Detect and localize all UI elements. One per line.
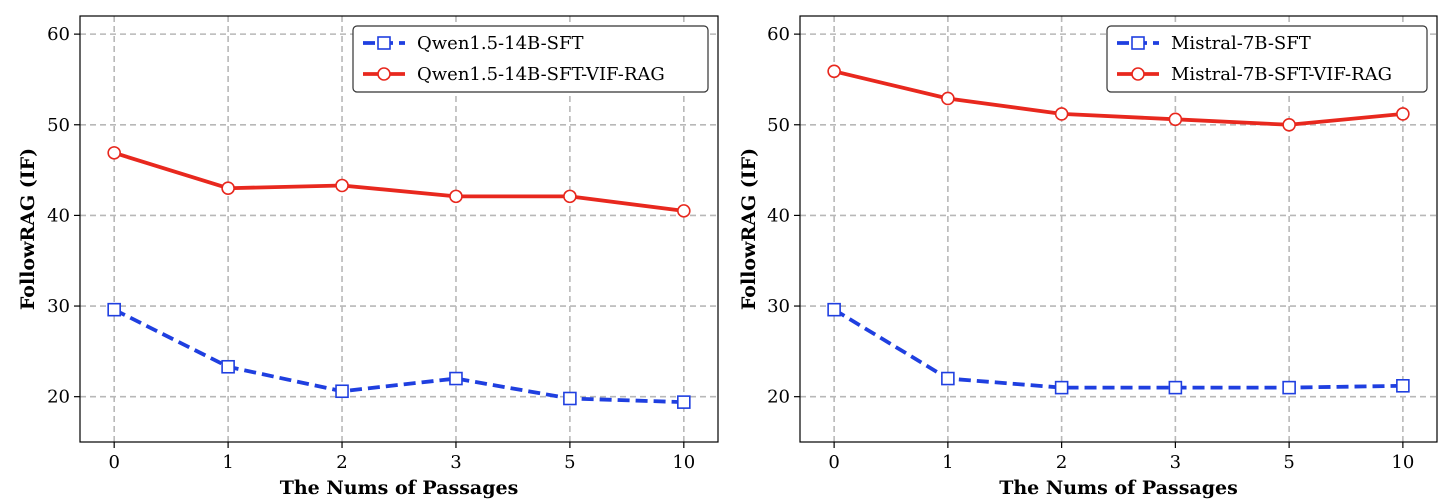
data-point-circle bbox=[221, 181, 235, 196]
legend-marker-circle bbox=[377, 67, 391, 81]
data-point-circle bbox=[563, 189, 577, 204]
data-point-square bbox=[335, 384, 349, 399]
data-point-square bbox=[107, 302, 121, 317]
data-point-square bbox=[449, 371, 463, 386]
data-point-square bbox=[1396, 379, 1410, 393]
x-axis-label: The Nums of Passages bbox=[999, 477, 1238, 499]
data-point-square bbox=[941, 371, 955, 386]
series-line-0 bbox=[833, 308, 1403, 390]
x-tick-label: 3 bbox=[1170, 452, 1181, 473]
data-point-square bbox=[677, 395, 691, 409]
data-point-square bbox=[1168, 380, 1183, 395]
x-tick-label: 2 bbox=[336, 452, 347, 473]
y-axis-label: FollowRAG (IF) bbox=[738, 148, 760, 310]
legend-label: Mistral-7B-SFT bbox=[1171, 33, 1311, 54]
y-tick-label: 30 bbox=[47, 296, 70, 317]
legend-box bbox=[352, 25, 709, 93]
data-point-square bbox=[1054, 380, 1069, 395]
data-point-circle bbox=[1396, 107, 1410, 121]
y-tick-label: 60 bbox=[767, 24, 790, 45]
x-tick-label: 10 bbox=[672, 452, 695, 473]
y-tick-label: 50 bbox=[47, 115, 70, 136]
data-point-square bbox=[827, 302, 841, 317]
x-tick-label: 3 bbox=[450, 452, 461, 473]
data-point-square bbox=[563, 391, 577, 406]
legend-box bbox=[1106, 25, 1428, 93]
legend-label: Mistral-7B-SFT-VIF-RAG bbox=[1171, 64, 1392, 85]
data-point-circle bbox=[107, 146, 121, 160]
x-tick-label: 1 bbox=[222, 452, 233, 473]
chart-panel-left: 0 1 2 3 5 10 20 30 40 50 60 The Nums of Passages Fol… bbox=[17, 15, 719, 499]
data-point-circle bbox=[677, 204, 691, 218]
data-point-circle bbox=[449, 189, 463, 204]
y-tick-label: 60 bbox=[47, 24, 70, 45]
y-tick-label: 50 bbox=[767, 115, 790, 136]
data-point-circle bbox=[1282, 117, 1296, 132]
y-tick-label: 40 bbox=[767, 205, 790, 226]
x-tick-label: 5 bbox=[1283, 452, 1294, 473]
legend-label: Qwen1.5-14B-SFT bbox=[417, 33, 584, 54]
plot-frame bbox=[799, 15, 1438, 443]
y-tick-label: 20 bbox=[47, 387, 70, 408]
x-tick-label: 10 bbox=[1391, 452, 1414, 473]
chart-panel-right: 0 1 2 3 5 10 20 30 40 50 60 The Nums of Passages Fol… bbox=[738, 15, 1438, 499]
x-axis-label: The Nums of Passages bbox=[280, 477, 519, 499]
data-point-square bbox=[1282, 380, 1296, 395]
legend-marker-square bbox=[377, 36, 391, 50]
x-tick-label: 0 bbox=[828, 452, 839, 473]
series-line-0 bbox=[113, 307, 684, 405]
x-tick-label: 0 bbox=[108, 452, 119, 473]
legend-label: Qwen1.5-14B-SFT-VIF-RAG bbox=[417, 64, 665, 85]
legend-marker-circle bbox=[1131, 67, 1145, 81]
y-tick-label: 40 bbox=[47, 205, 70, 226]
y-tick-label: 30 bbox=[767, 296, 790, 317]
data-point-circle bbox=[1054, 107, 1069, 121]
x-tick-label: 5 bbox=[564, 452, 575, 473]
y-tick-label: 20 bbox=[767, 387, 790, 408]
data-point-circle bbox=[335, 178, 349, 193]
x-tick-label: 1 bbox=[942, 452, 953, 473]
x-tick-label: 2 bbox=[1056, 452, 1067, 473]
data-point-circle bbox=[1168, 112, 1183, 127]
data-point-circle bbox=[941, 91, 955, 106]
series-line-1 bbox=[113, 151, 685, 213]
series-line-1 bbox=[833, 69, 1404, 127]
data-point-circle bbox=[827, 64, 841, 79]
legend-marker-square bbox=[1131, 36, 1145, 50]
data-point-square bbox=[221, 359, 235, 374]
plot-frame bbox=[79, 15, 719, 443]
y-axis-label: FollowRAG (IF) bbox=[17, 148, 39, 310]
